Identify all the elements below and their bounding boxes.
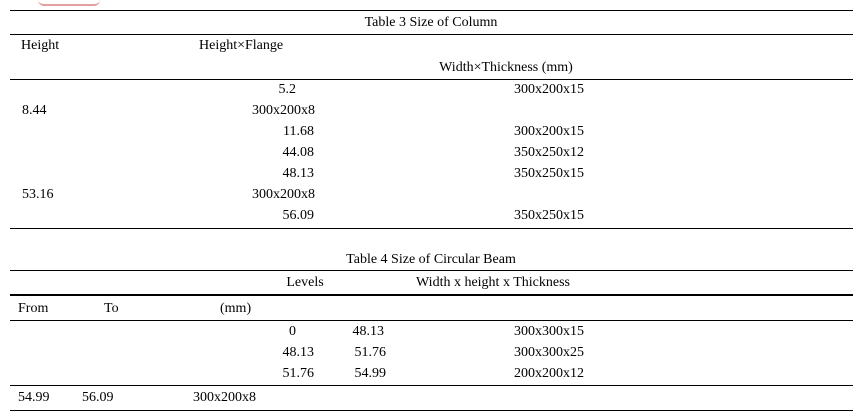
- table-cell: 56.09: [82, 390, 114, 405]
- table-cell: 350x250x12: [514, 145, 584, 160]
- table3-caption-rule: [10, 34, 853, 35]
- logo-fragment: [38, 0, 100, 6]
- table3-caption: Table 3 Size of Column: [364, 15, 498, 30]
- table-cell: 300x300x25: [514, 345, 584, 360]
- table-cell: 8.44: [22, 103, 47, 118]
- table-cell: 300x300x15: [514, 324, 584, 339]
- table4-header-from: From: [18, 301, 49, 316]
- table-cell: 300x200x8: [252, 103, 315, 118]
- table-cell: 300x200x15: [514, 82, 584, 97]
- table4-caption-rule: [10, 270, 853, 271]
- table-cell: 5.2: [278, 82, 297, 97]
- table3-header-width-thickness: Width×Thickness (mm): [439, 60, 573, 75]
- table4-bottom-rule: [10, 410, 853, 411]
- table-cell: 300x200x15: [514, 124, 584, 139]
- table3-bottom-rule: [10, 228, 853, 229]
- table-cell: 200x200x12: [514, 366, 584, 381]
- table-cell: 54.99: [354, 366, 387, 381]
- table-cell: 48.13: [282, 345, 315, 360]
- table4-header-mm: (mm): [220, 301, 252, 316]
- table-cell: 53.16: [22, 187, 54, 202]
- table-cell: 44.08: [282, 145, 315, 160]
- table4-header-levels: Levels: [286, 275, 324, 290]
- table-cell: 350x250x15: [514, 166, 584, 181]
- table4-subheader-rule: [10, 320, 853, 321]
- table3-header-rule: [10, 79, 853, 80]
- table-cell: 48.13: [282, 166, 315, 181]
- table-cell: 48.13: [352, 324, 385, 339]
- table-cell: 300x200x8: [252, 187, 315, 202]
- table-cell: 51.76: [282, 366, 315, 381]
- table4-caption: Table 4 Size of Circular Beam: [346, 252, 516, 267]
- table4-header-to: To: [104, 301, 119, 316]
- table-cell: 0: [289, 324, 296, 339]
- table4-body-rule: [10, 385, 853, 386]
- table3-header-height-flange: Height×Flange: [199, 38, 284, 53]
- table4-header-width-height-thickness: Width x height x Thickness: [416, 275, 570, 290]
- table-cell: 300x200x8: [193, 390, 256, 405]
- table3-top-rule: [10, 10, 853, 11]
- table4-header-rule: [10, 294, 853, 296]
- table-cell: 51.76: [354, 345, 387, 360]
- table-cell: 11.68: [283, 124, 314, 139]
- table-cell: 350x250x15: [514, 208, 584, 223]
- table-cell: 56.09: [282, 208, 315, 223]
- table-cell: 54.99: [18, 390, 50, 405]
- table3-header-height: Height: [21, 38, 60, 53]
